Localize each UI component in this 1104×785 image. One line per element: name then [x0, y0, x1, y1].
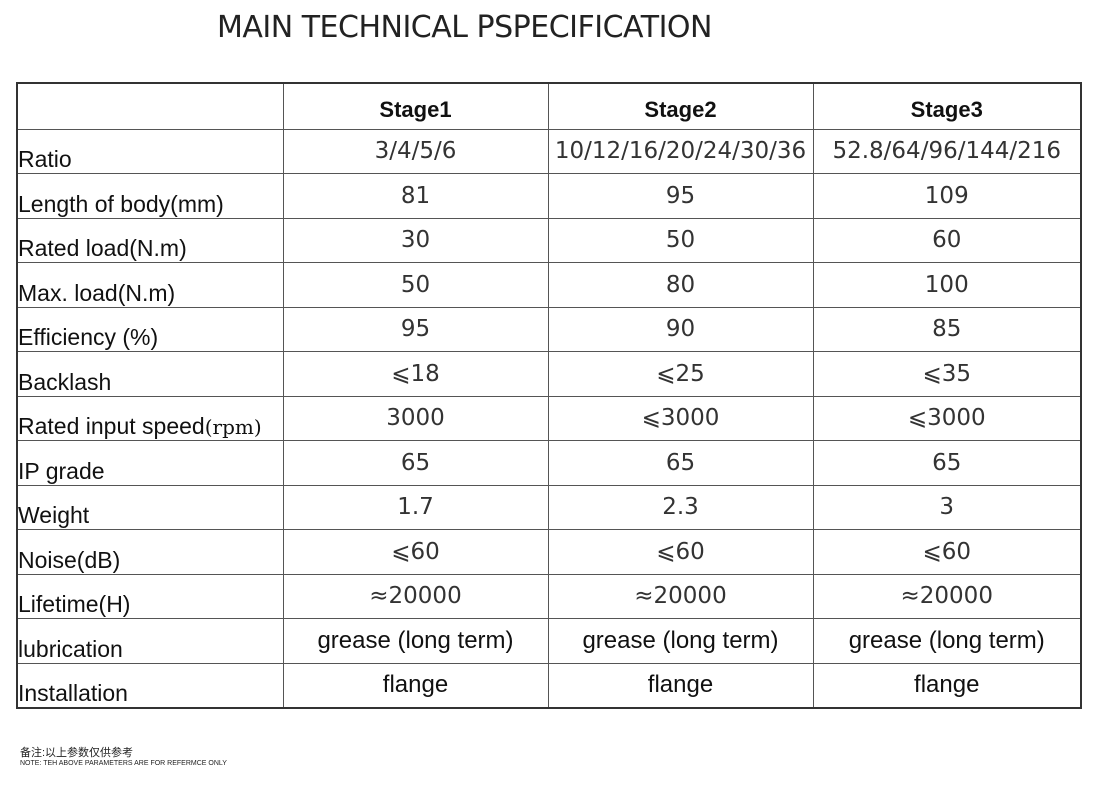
value-cell-stage1: 65: [282, 440, 549, 486]
row-label-cell: Rated load(N.m): [16, 217, 284, 263]
row-label: Efficiency (%): [18, 324, 159, 350]
table-row: Max. load(N.m) 50 80 100: [16, 262, 1082, 308]
row-label-unit: (rpm): [204, 415, 262, 439]
row-label: Lifetime(H): [18, 591, 131, 617]
value-cell-stage1: grease (long term): [282, 618, 549, 664]
table-row: Length of body(mm) 81 95 109: [16, 173, 1082, 219]
value-cell-stage1: 1.7: [282, 484, 549, 530]
value-cell-stage3: 85: [812, 306, 1082, 352]
table-header-row: Stage1 Stage2 Stage3: [16, 82, 1082, 130]
row-label: Installation: [18, 679, 128, 706]
row-label: Rated input speed: [18, 413, 205, 439]
value-cell-stage1: flange: [282, 662, 549, 708]
row-label-cell: Lifetime(H): [16, 573, 284, 619]
row-label-cell: Weight: [16, 484, 284, 530]
value-cell-stage1: 3/4/5/6: [282, 128, 549, 174]
value-cell-stage3: grease (long term): [812, 618, 1082, 664]
value-cell-stage2: grease (long term): [547, 618, 814, 664]
header-corner-cell: [16, 82, 284, 130]
table-row: Installation flange flange flange: [16, 662, 1082, 708]
row-label-cell: Rated input speed(rpm): [16, 395, 284, 441]
row-label-cell: Installation: [16, 662, 284, 708]
value-cell-stage1: 95: [282, 306, 549, 352]
row-label: Backlash: [18, 368, 112, 395]
row-label-cell: Length of body(mm): [16, 173, 284, 219]
table-row: Backlash ⩽18 ⩽25 ⩽35: [16, 351, 1082, 397]
row-label: Max. load(N.m): [18, 279, 176, 306]
header-stage2: Stage2: [547, 82, 814, 130]
value-cell-stage2: flange: [547, 662, 814, 708]
row-label-cell: Max. load(N.m): [16, 262, 284, 308]
value-cell-stage3: 3: [812, 484, 1082, 530]
value-cell-stage3: 60: [812, 217, 1082, 263]
value-cell-stage2: 90: [547, 306, 814, 352]
row-label: Noise(dB): [18, 546, 121, 573]
table-row: Noise(dB) ⩽60 ⩽60 ⩽60: [16, 529, 1082, 575]
row-label: Weight: [18, 502, 90, 528]
value-cell-stage1: ⩽18: [282, 351, 549, 397]
value-cell-stage3: 52.8/64/96/144/216: [812, 128, 1082, 174]
value-cell-stage3: 65: [812, 440, 1082, 486]
value-cell-stage2: ⩽60: [547, 529, 814, 575]
row-label-cell: lubrication: [16, 618, 284, 664]
value-cell-stage2: 2.3: [547, 484, 814, 530]
row-label-cell: Ratio: [16, 128, 284, 174]
row-label: Length of body(mm): [18, 190, 224, 217]
note-chinese: 备注:以上参数仅供参考: [20, 747, 134, 759]
table-row: Rated load(N.m) 30 50 60: [16, 217, 1082, 263]
value-cell-stage2: 95: [547, 173, 814, 219]
value-cell-stage2: 50: [547, 217, 814, 263]
table-row: Weight 1.7 2.3 3: [16, 484, 1082, 530]
value-cell-stage2: ⩽3000: [547, 395, 814, 441]
value-cell-stage1: 81: [282, 173, 549, 219]
row-label-cell: Efficiency (%): [16, 306, 284, 352]
row-label: Rated load(N.m): [18, 235, 187, 261]
header-stage1: Stage1: [282, 82, 549, 130]
value-cell-stage3: ⩽60: [812, 529, 1082, 575]
row-label: IP grade: [18, 457, 105, 484]
table-row: IP grade 65 65 65: [16, 440, 1082, 486]
value-cell-stage2: 65: [547, 440, 814, 486]
value-cell-stage2: ≈20000: [547, 573, 814, 619]
value-cell-stage1: 50: [282, 262, 549, 308]
value-cell-stage3: 100: [812, 262, 1082, 308]
value-cell-stage1: 3000: [282, 395, 549, 441]
value-cell-stage3: 109: [812, 173, 1082, 219]
row-label-cell: IP grade: [16, 440, 284, 486]
value-cell-stage2: 80: [547, 262, 814, 308]
value-cell-stage3: flange: [812, 662, 1082, 708]
table-row: Efficiency (%) 95 90 85: [16, 306, 1082, 352]
table-row: Ratio 3/4/5/6 10/12/16/20/24/30/36 52.8/64/…: [16, 128, 1082, 174]
value-cell-stage1: 30: [282, 217, 549, 263]
value-cell-stage1: ≈20000: [282, 573, 549, 619]
value-cell-stage3: ⩽3000: [812, 395, 1082, 441]
value-cell-stage2: ⩽25: [547, 351, 814, 397]
value-cell-stage2: 10/12/16/20/24/30/36: [547, 128, 814, 174]
row-label-cell: Backlash: [16, 351, 284, 397]
row-label: Ratio: [18, 146, 72, 172]
row-label: lubrication: [18, 635, 123, 662]
value-cell-stage3: ≈20000: [812, 573, 1082, 619]
value-cell-stage1: ⩽60: [282, 529, 549, 575]
table-row: Lifetime(H) ≈20000 ≈20000 ≈20000: [16, 573, 1082, 619]
note-english: NOTE: TEH ABOVE PARAMETERS ARE FOR REFER…: [20, 760, 227, 767]
table-row: Rated input speed(rpm) 3000 ⩽3000 ⩽3000: [16, 395, 1082, 441]
page-title: MAIN TECHNICAL PSPECIFICATION: [217, 10, 712, 45]
header-stage3: Stage3: [812, 82, 1082, 130]
specification-table: Stage1 Stage2 Stage3 Ratio 3/4/5/6 10/12/1…: [16, 82, 1082, 709]
table-body: Ratio 3/4/5/6 10/12/16/20/24/30/36 52.8/64/…: [16, 128, 1082, 708]
value-cell-stage3: ⩽35: [812, 351, 1082, 397]
table-row: lubrication grease (long term) grease (lon…: [16, 618, 1082, 664]
row-label-cell: Noise(dB): [16, 529, 284, 575]
